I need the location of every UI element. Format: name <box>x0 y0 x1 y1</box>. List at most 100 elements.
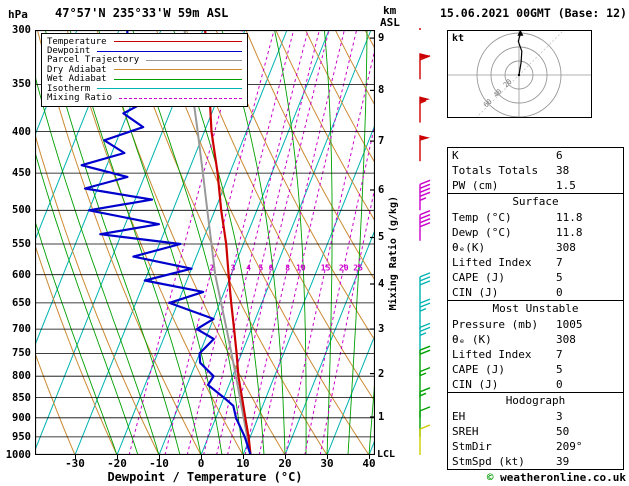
legend-swatch <box>97 50 242 52</box>
legend-swatch <box>119 97 242 99</box>
index-value: 7 <box>556 256 563 269</box>
index-label: CAPE (J) <box>452 363 505 376</box>
x-axis-tick <box>75 455 76 459</box>
index-value: 50 <box>556 425 570 438</box>
pressure-tick-label: 550 <box>12 237 31 250</box>
index-row: CIN (J) 0 <box>448 377 623 392</box>
legend-label: Parcel Trajectory <box>47 55 140 66</box>
legend-swatch <box>113 41 242 43</box>
index-label: CAPE (J) <box>452 271 505 284</box>
index-row: Lifted Index 7 <box>448 347 623 362</box>
x-axis-tick <box>369 455 370 459</box>
legend-item: Dewpoint <box>47 46 242 57</box>
index-row: EH 3 <box>448 409 623 424</box>
index-row: θₑ(K) 308 <box>448 240 623 255</box>
km-tick-label: 2 <box>378 367 385 380</box>
hodograph-panel: 20 40 60 kt <box>447 14 592 136</box>
index-label: Totals Totals <box>452 164 539 177</box>
index-row: Dewp (°C) 11.8 <box>448 225 623 240</box>
wind-barbs-column <box>419 28 431 455</box>
index-row: CAPE (J) 5 <box>448 270 623 285</box>
index-row: CIN (J) 0 <box>448 285 623 300</box>
index-value: 1.5 <box>556 179 576 192</box>
mixing-ratio-value-label: 8 <box>285 264 290 273</box>
index-label: K <box>452 149 459 162</box>
index-row: StmDir 209° <box>448 439 623 454</box>
index-value: 11.8 <box>556 211 583 224</box>
legend-swatch <box>146 59 242 61</box>
lcl-label: LCL <box>377 449 396 460</box>
index-label: Temp (°C) <box>452 211 512 224</box>
index-row: StmSpd (kt) 39 <box>448 454 623 469</box>
index-row: Temp (°C) 11.8 <box>448 210 623 225</box>
mixing-ratio-value-label: 4 <box>246 264 251 273</box>
index-label: StmSpd (kt) <box>452 455 525 468</box>
indices-section: Hodograph EH 3 SREH 50 StmDir 209° StmSpd (kt) 3… <box>447 392 624 470</box>
legend-label: Dewpoint <box>47 46 91 57</box>
pressure-tick-label: 800 <box>12 370 31 383</box>
legend: Temperature Dewpoint Parcel Trajectory Dry … <box>41 33 248 107</box>
km-tick-label: 3 <box>378 323 385 336</box>
pressure-tick-label: 750 <box>12 347 31 360</box>
altitude-unit-label: km <box>383 4 397 17</box>
temp-tick-label: 0 <box>197 457 205 470</box>
index-row: Pressure (mb) 1005 <box>448 317 623 332</box>
index-label: Lifted Index <box>452 348 532 361</box>
section-title: Surface <box>512 195 559 208</box>
index-label: Lifted Index <box>452 256 532 269</box>
legend-item: Parcel Trajectory <box>47 55 242 66</box>
station-title: 47°57'N 235°33'W 59m ASL <box>55 6 229 20</box>
temp-tick-label: 20 <box>278 457 292 470</box>
legend-item: Wet Adiabat <box>47 74 242 84</box>
legend-label: Mixing Ratio <box>47 93 113 104</box>
x-axis-tick <box>201 455 202 459</box>
pressure-tick-label: 500 <box>12 204 31 217</box>
hodograph-trace <box>517 33 523 76</box>
legend-label: Temperature <box>47 36 107 47</box>
pressure-unit-label: hPa <box>8 8 28 21</box>
legend-item: Mixing Ratio <box>47 93 242 104</box>
index-label: CIN (J) <box>452 378 499 391</box>
datetime-title: 15.06.2021 00GMT (Base: 12) <box>440 6 627 20</box>
hodograph-kt-label: kt <box>452 33 465 44</box>
indices-section: Surface Temp (°C) 11.8 Dewp (°C) 11.8 θₑ(K) 30… <box>447 193 624 301</box>
temp-tick-label: 10 <box>236 457 250 470</box>
x-axis-tick <box>159 455 160 459</box>
pressure-tick-label: 600 <box>12 268 31 281</box>
pressure-tick-label: 850 <box>12 391 31 404</box>
index-label: StmDir <box>452 440 492 453</box>
mixing-ratio-axis-label: Mixing Ratio (g/kg) <box>388 196 399 311</box>
index-label: θₑ(K) <box>452 241 486 254</box>
copyright: © weatheronline.co.uk <box>487 471 626 484</box>
wind-barb <box>419 210 431 241</box>
x-axis-title: Dewpoint / Temperature (°C) <box>107 470 303 484</box>
pressure-tick-label: 1000 <box>5 449 31 461</box>
x-axis-tick <box>243 455 244 459</box>
parcel-trace <box>183 30 252 455</box>
wind-barb <box>419 424 431 455</box>
index-row: θₑ (K) 308 <box>448 332 623 347</box>
index-value: 1005 <box>556 318 583 331</box>
index-label: EH <box>452 410 466 423</box>
index-value: 5 <box>556 363 563 376</box>
index-value: 38 <box>556 164 570 177</box>
wind-barb <box>419 53 431 80</box>
mixing-ratio-value-label: 10 <box>296 264 306 273</box>
mixing-ratio-value-label: 25 <box>353 264 363 273</box>
skewt-chart: 1 2 3 4 5 6 8 10 15 20 25 <box>35 30 375 455</box>
x-axis-tick <box>285 455 286 459</box>
legend-swatch <box>97 88 242 90</box>
index-value: 0 <box>556 286 563 299</box>
pressure-tick-label: 900 <box>12 411 31 424</box>
wind-barb <box>419 322 431 354</box>
section-title: Most Unstable <box>492 302 579 315</box>
index-label: CIN (J) <box>452 286 499 299</box>
copyright-symbol: © <box>486 471 494 484</box>
pressure-tick-label: 950 <box>12 430 31 443</box>
temp-tick-label: -30 <box>65 457 85 470</box>
dewpoint-trace <box>80 30 252 455</box>
index-value: 308 <box>556 241 576 254</box>
mixing-ratio-value-label: 6 <box>269 264 274 273</box>
km-tick-label: 6 <box>378 183 385 196</box>
